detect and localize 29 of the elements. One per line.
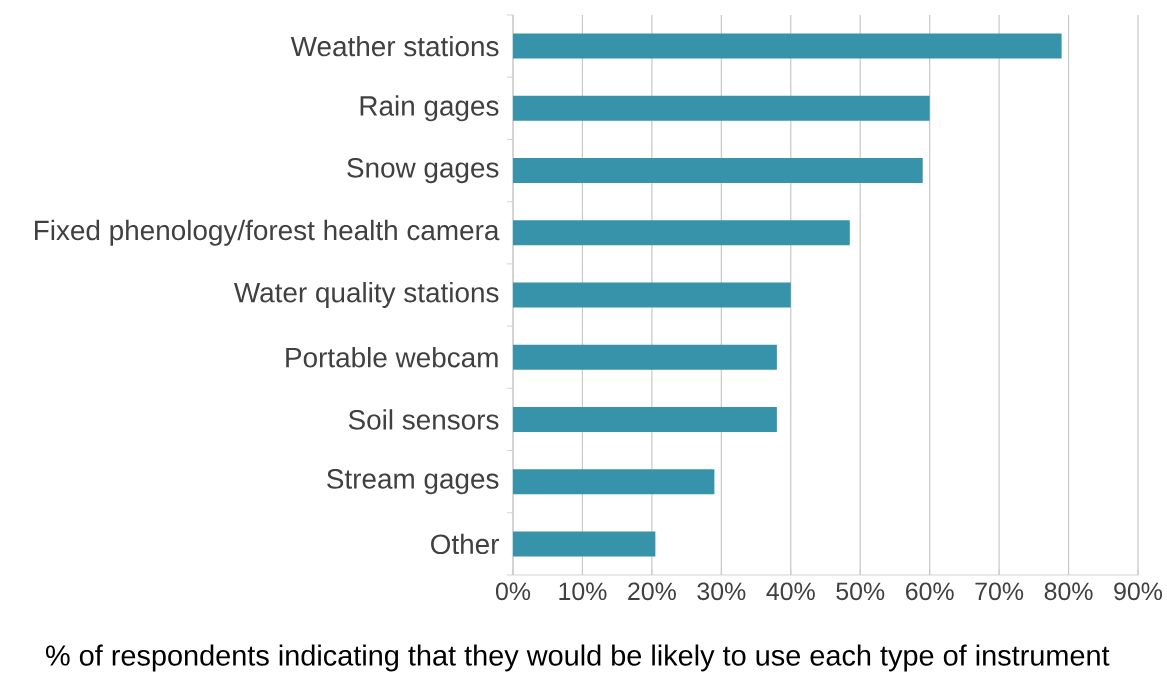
bar: [513, 469, 715, 495]
y-tick-label: Fixed phenology/forest health camera: [35, 219, 500, 246]
bar: [513, 33, 1062, 59]
y-tick-label: Soil sensors: [348, 409, 499, 430]
bar: [513, 406, 777, 432]
bar: [513, 344, 777, 370]
x-tick-label: 60%: [906, 582, 954, 601]
x-tick-label: 30%: [697, 582, 746, 601]
bar: [513, 158, 923, 184]
x-tick-label: 0%: [495, 582, 531, 601]
y-tick-label: Weather stations: [290, 35, 499, 57]
bar: [513, 282, 791, 308]
y-tick-label: Water quality stations: [233, 282, 499, 308]
y-tick-label: Other: [431, 533, 500, 555]
bar: [513, 531, 656, 557]
y-tick-label: Rain gages: [360, 95, 499, 122]
y-tick-label: Snow gages: [347, 157, 499, 184]
x-tick-label: 90%: [1114, 582, 1163, 601]
bar: [513, 220, 850, 246]
y-tick-label: Portable webcam: [286, 346, 498, 368]
bar: [513, 95, 930, 121]
x-tick-label: 40%: [766, 582, 815, 601]
x-tick-label: 50%: [836, 582, 885, 601]
x-axis-title: % of respondents indicating that they would be likely to use each type of instrument: [46, 644, 1110, 672]
x-tick-label: 70%: [975, 582, 1024, 601]
y-tick-label: Stream gages: [327, 469, 499, 495]
x-tick-label: 20%: [628, 582, 676, 601]
x-tick-label: 80%: [1044, 582, 1093, 601]
x-tick-label: 10%: [559, 582, 607, 601]
